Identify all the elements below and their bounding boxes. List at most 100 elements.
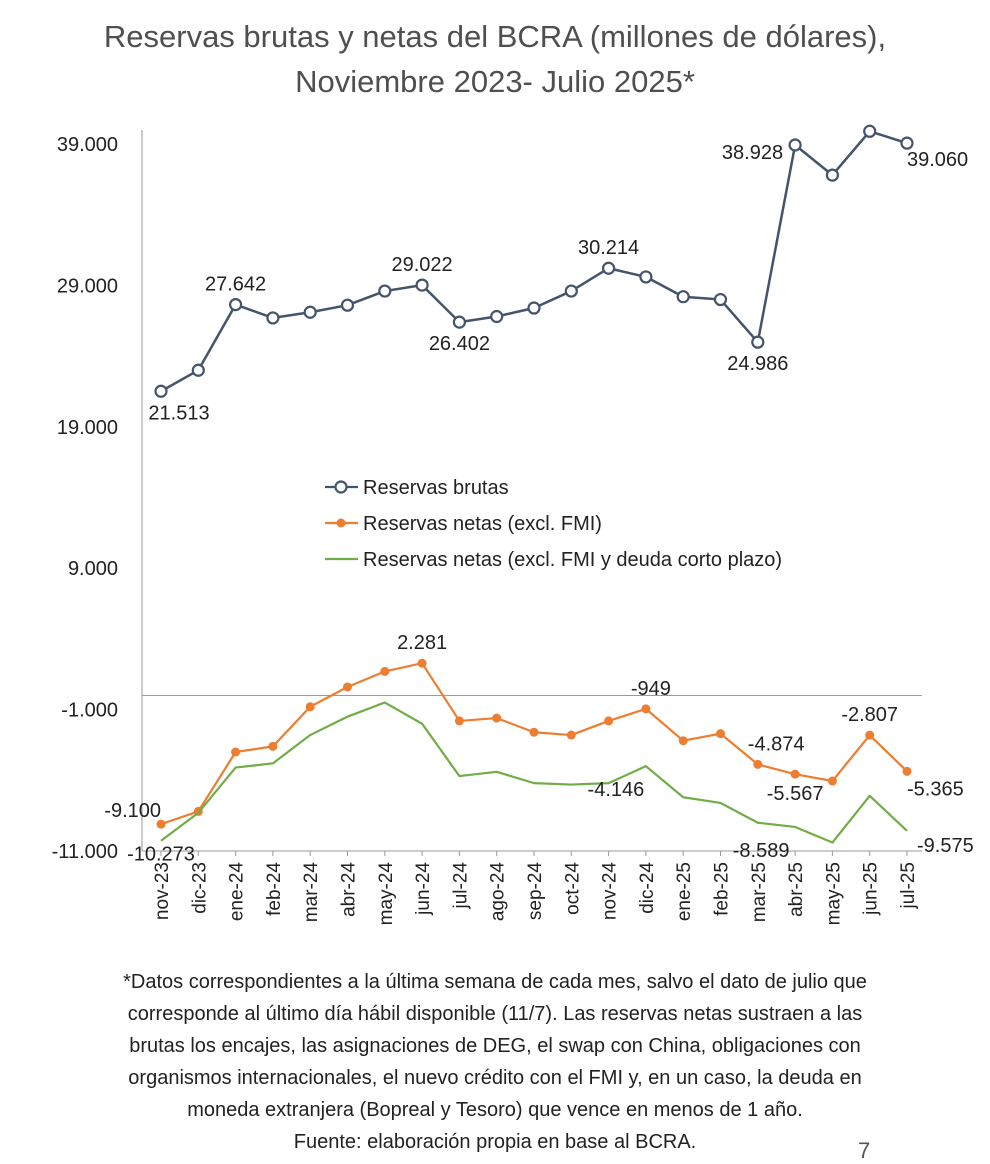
data-label: 24.986 — [727, 353, 788, 375]
chart-series — [154, 124, 914, 844]
data-point — [527, 301, 541, 315]
data-point — [529, 727, 539, 737]
legend-entry-label: Reservas brutas — [363, 477, 509, 499]
data-point — [676, 290, 690, 304]
chart-data-labels: 21.513 27.642 29.022 26.402 30.214 24.986 38.9… — [104, 142, 973, 866]
data-label: 30.214 — [578, 237, 639, 259]
y-tick-label: 29.000 — [57, 275, 118, 297]
x-tick-label: jun-24 — [413, 862, 434, 916]
x-tick-label: jun-25 — [861, 862, 882, 916]
data-label: 2.281 — [397, 632, 447, 654]
legend-entry-label: Reservas netas (excl. FMI) — [363, 513, 602, 535]
data-point — [490, 309, 504, 324]
footnote-line-1: *Datos correspondientes a la última sema… — [123, 971, 867, 993]
data-point — [191, 363, 205, 377]
legend-swatch-marker — [336, 518, 346, 528]
data-point — [156, 819, 166, 829]
data-point — [229, 298, 243, 312]
data-point — [604, 716, 614, 726]
data-point — [713, 292, 728, 307]
data-point — [601, 261, 616, 275]
data-point — [154, 384, 168, 398]
data-point — [790, 769, 800, 779]
x-tick-label: nov-24 — [600, 862, 621, 921]
data-point — [900, 136, 914, 150]
x-tick-label: may-25 — [823, 862, 844, 925]
x-tick-label: dic-24 — [637, 862, 658, 914]
x-tick-label: nov-23 — [152, 862, 173, 920]
data-label: -2.807 — [841, 704, 898, 726]
chart-axes: -11.000 -1.000 9.000 19.000 29.000 39.000 nov-… — [52, 130, 922, 925]
legend-swatch-marker — [334, 480, 348, 494]
data-point — [343, 682, 352, 692]
data-label: -949 — [631, 678, 671, 700]
data-label: 21.513 — [148, 402, 209, 424]
data-point — [380, 666, 390, 676]
data-label: -4.146 — [588, 779, 645, 801]
chart-legend: Reservas brutas Reservas netas (excl. FMI… — [325, 477, 782, 571]
x-tick-label: dic-23 — [189, 862, 210, 914]
chart-title-line-2: Noviembre 2023- Julio 2025* — [295, 64, 695, 99]
y-tick-label: -1.000 — [61, 700, 118, 722]
data-label: 38.928 — [722, 142, 783, 164]
y-tick-label: 39.000 — [57, 134, 118, 156]
x-tick-label: ago-24 — [488, 862, 509, 922]
data-point — [639, 270, 653, 284]
footnote-line-2: corresponde al último día hábil disponib… — [127, 1003, 863, 1025]
data-point — [415, 278, 429, 292]
x-tick-label: ene-25 — [674, 862, 695, 921]
data-label: 39.060 — [907, 149, 968, 171]
data-point — [564, 284, 578, 298]
x-tick-label: abr-24 — [339, 862, 360, 917]
data-point — [716, 729, 725, 739]
y-tick-label: 9.000 — [68, 558, 118, 580]
data-point — [825, 168, 840, 182]
data-point — [266, 311, 280, 325]
data-label: -10.273 — [127, 844, 195, 866]
chart-title: Reservas brutas y netas del BCRA (millon… — [0, 14, 990, 104]
chart-title-line-1: Reservas brutas y netas del BCRA (millon… — [103, 19, 887, 54]
x-tick-label: oct-24 — [562, 862, 583, 915]
data-point — [865, 730, 875, 740]
x-tick-label: ene-24 — [227, 862, 248, 922]
data-point — [566, 730, 576, 740]
data-point — [454, 716, 464, 726]
data-label: -4.874 — [748, 733, 805, 755]
series-line — [160, 701, 908, 844]
footnote-line-3: brutas los encajes, las asignaciones de … — [129, 1035, 861, 1057]
footnote: *Datos correspondientes a la última sema… — [20, 966, 970, 1158]
line-chart: -11.000 -1.000 9.000 19.000 29.000 39.000 nov-… — [52, 124, 974, 925]
data-point — [788, 138, 802, 152]
data-point — [641, 704, 651, 714]
x-tick-label: sep-24 — [525, 862, 546, 921]
data-point — [378, 284, 392, 298]
x-tick-label: mar-24 — [301, 862, 322, 923]
data-point — [340, 298, 355, 312]
data-point — [417, 658, 427, 668]
data-point — [678, 736, 688, 746]
data-point — [231, 747, 241, 757]
footnote-line-5: moneda extranjera (Bopreal y Tesoro) que… — [187, 1099, 803, 1121]
data-label: -5.365 — [907, 778, 964, 800]
data-point — [753, 759, 763, 769]
data-label: 29.022 — [392, 254, 453, 276]
data-point — [751, 335, 765, 349]
data-label: -5.567 — [767, 783, 824, 805]
y-tick-label: -11.000 — [52, 841, 118, 863]
data-point — [827, 776, 837, 786]
data-point — [268, 741, 278, 751]
data-label: 26.402 — [429, 333, 490, 355]
data-point — [492, 713, 502, 723]
x-tick-label: feb-25 — [712, 862, 733, 916]
footnote-line-4: organismos internacionales, el nuevo cré… — [128, 1067, 862, 1089]
data-point — [863, 124, 877, 138]
data-point — [452, 315, 466, 329]
footnote-source: Fuente: elaboración propia en base al BC… — [293, 1131, 697, 1153]
x-tick-label: mar-25 — [749, 862, 770, 922]
x-tick-label: feb-24 — [264, 862, 285, 916]
data-point — [305, 702, 315, 712]
data-label: -8.589 — [733, 840, 790, 862]
y-tick-label: 19.000 — [57, 417, 118, 439]
data-point — [902, 766, 912, 776]
x-tick-label: jul-25 — [898, 862, 919, 909]
